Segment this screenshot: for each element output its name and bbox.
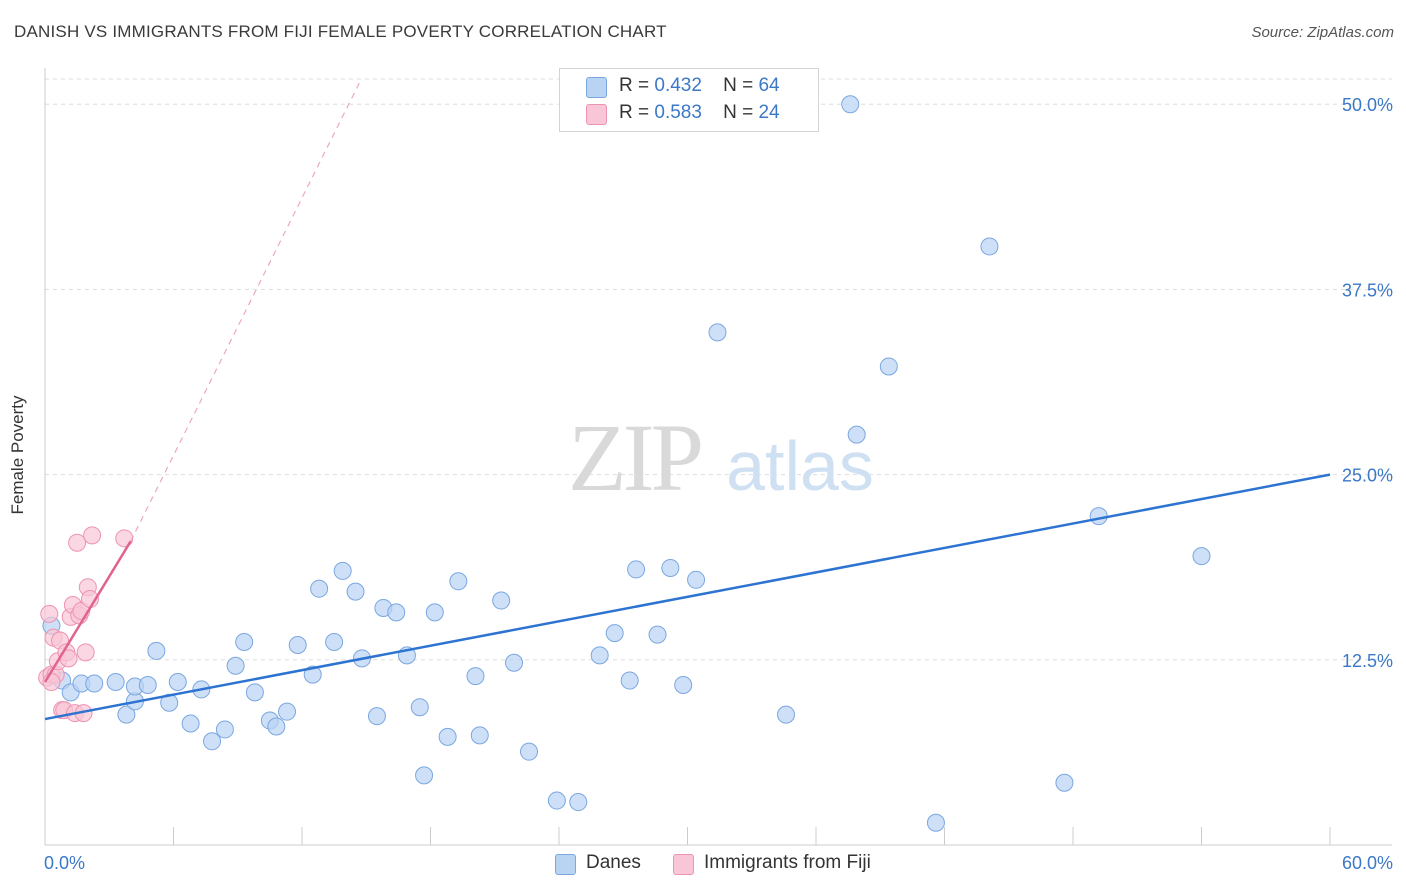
danes-point	[425, 603, 444, 622]
danes-point	[569, 793, 588, 812]
y-axis-label: Female Poverty	[8, 395, 27, 515]
danes-point	[138, 675, 157, 694]
danes-point	[492, 591, 511, 610]
danes-point	[980, 237, 999, 256]
y-tick-label: 25.0%	[1342, 466, 1393, 486]
danes-point	[590, 646, 609, 665]
danes-point	[267, 717, 286, 736]
danes-point	[605, 624, 624, 643]
fiji-point	[68, 533, 87, 552]
y-tick-label: 12.5%	[1342, 651, 1393, 671]
tick-labels: 12.5% 25.0% 37.5% 50.0% 0.0% 60.0%	[44, 95, 1393, 873]
y-tick-label: 37.5%	[1342, 280, 1393, 300]
fiji-point	[76, 643, 95, 662]
danes-trend-line	[44, 473, 1331, 721]
danes-point	[410, 698, 429, 717]
x-tick-label: 60.0%	[1342, 853, 1393, 873]
watermark-atlas: atlas	[726, 427, 874, 505]
bottom-legend-fiji-label: Immigrants from Fiji	[704, 852, 871, 873]
y-tick-label: 50.0%	[1342, 95, 1393, 115]
danes-point	[547, 791, 566, 810]
danes-point	[367, 707, 386, 726]
fiji-point	[40, 604, 59, 623]
fiji-trend-extension	[130, 81, 361, 542]
danes-point	[470, 726, 489, 745]
danes-point	[288, 635, 307, 654]
danes-point	[310, 579, 329, 598]
danes-point	[466, 667, 485, 686]
danes-point	[147, 641, 166, 660]
danes-point	[505, 653, 524, 672]
trend-lines	[43, 81, 1331, 721]
danes-point	[674, 675, 693, 694]
danes-point	[181, 714, 200, 733]
danes-point	[226, 656, 245, 675]
danes-point	[620, 671, 639, 690]
danes-point	[325, 633, 344, 652]
legend-n-value: 24	[758, 102, 780, 123]
gridlines	[45, 78, 1392, 661]
danes-point	[215, 720, 234, 739]
fiji-swatch	[586, 104, 607, 125]
danes-swatch	[586, 77, 607, 98]
correlation-legend: R = 0.432 N = 64 R = 0.583 N = 24	[559, 68, 819, 132]
fiji-point	[83, 526, 102, 545]
danes-point	[168, 673, 187, 692]
danes-point	[438, 727, 457, 746]
danes-point	[203, 732, 222, 751]
danes-point	[841, 95, 860, 114]
danes-point	[85, 674, 104, 693]
danes-point	[387, 603, 406, 622]
danes-point	[661, 558, 680, 577]
x-tick-label: 0.0%	[44, 853, 85, 873]
danes-point	[520, 742, 539, 761]
danes-point	[708, 323, 727, 342]
legend-r-label: R =	[619, 102, 650, 123]
danes-point	[879, 357, 898, 376]
bottom-legend-danes-label: Danes	[586, 852, 641, 873]
fiji-trend-line	[43, 540, 132, 683]
legend-r-label: R =	[619, 75, 650, 96]
danes-point	[648, 625, 667, 644]
legend-r-value: 0.432	[654, 75, 702, 96]
danes-point	[106, 673, 125, 692]
danes-point	[1192, 547, 1211, 566]
danes-swatch	[555, 854, 576, 875]
fiji-swatch	[673, 854, 694, 875]
danes-point	[415, 766, 434, 785]
legend-r-value: 0.583	[654, 102, 702, 123]
danes-points	[42, 95, 1211, 832]
chart-title: DANISH VS IMMIGRANTS FROM FIJI FEMALE PO…	[14, 22, 667, 41]
danes-point	[117, 705, 136, 724]
legend-n-label: N =	[723, 75, 754, 96]
watermark: ZIP atlas	[568, 404, 874, 511]
axes	[44, 68, 1392, 846]
danes-point	[245, 683, 264, 702]
danes-point	[687, 570, 706, 589]
danes-point	[847, 425, 866, 444]
danes-point	[278, 702, 297, 721]
danes-point	[333, 561, 352, 580]
danes-point	[449, 572, 468, 591]
danes-point	[303, 665, 322, 684]
danes-point	[777, 705, 796, 724]
danes-point	[1055, 773, 1074, 792]
legend-n-label: N =	[723, 102, 754, 123]
danes-point	[627, 560, 646, 579]
danes-point	[926, 813, 945, 832]
legend-n-value: 64	[758, 75, 780, 96]
chart-source: Source: ZipAtlas.com	[1251, 24, 1394, 41]
danes-point	[235, 633, 254, 652]
danes-point	[346, 582, 365, 601]
danes-point	[1089, 507, 1108, 526]
watermark-zip: ZIP	[568, 404, 701, 511]
